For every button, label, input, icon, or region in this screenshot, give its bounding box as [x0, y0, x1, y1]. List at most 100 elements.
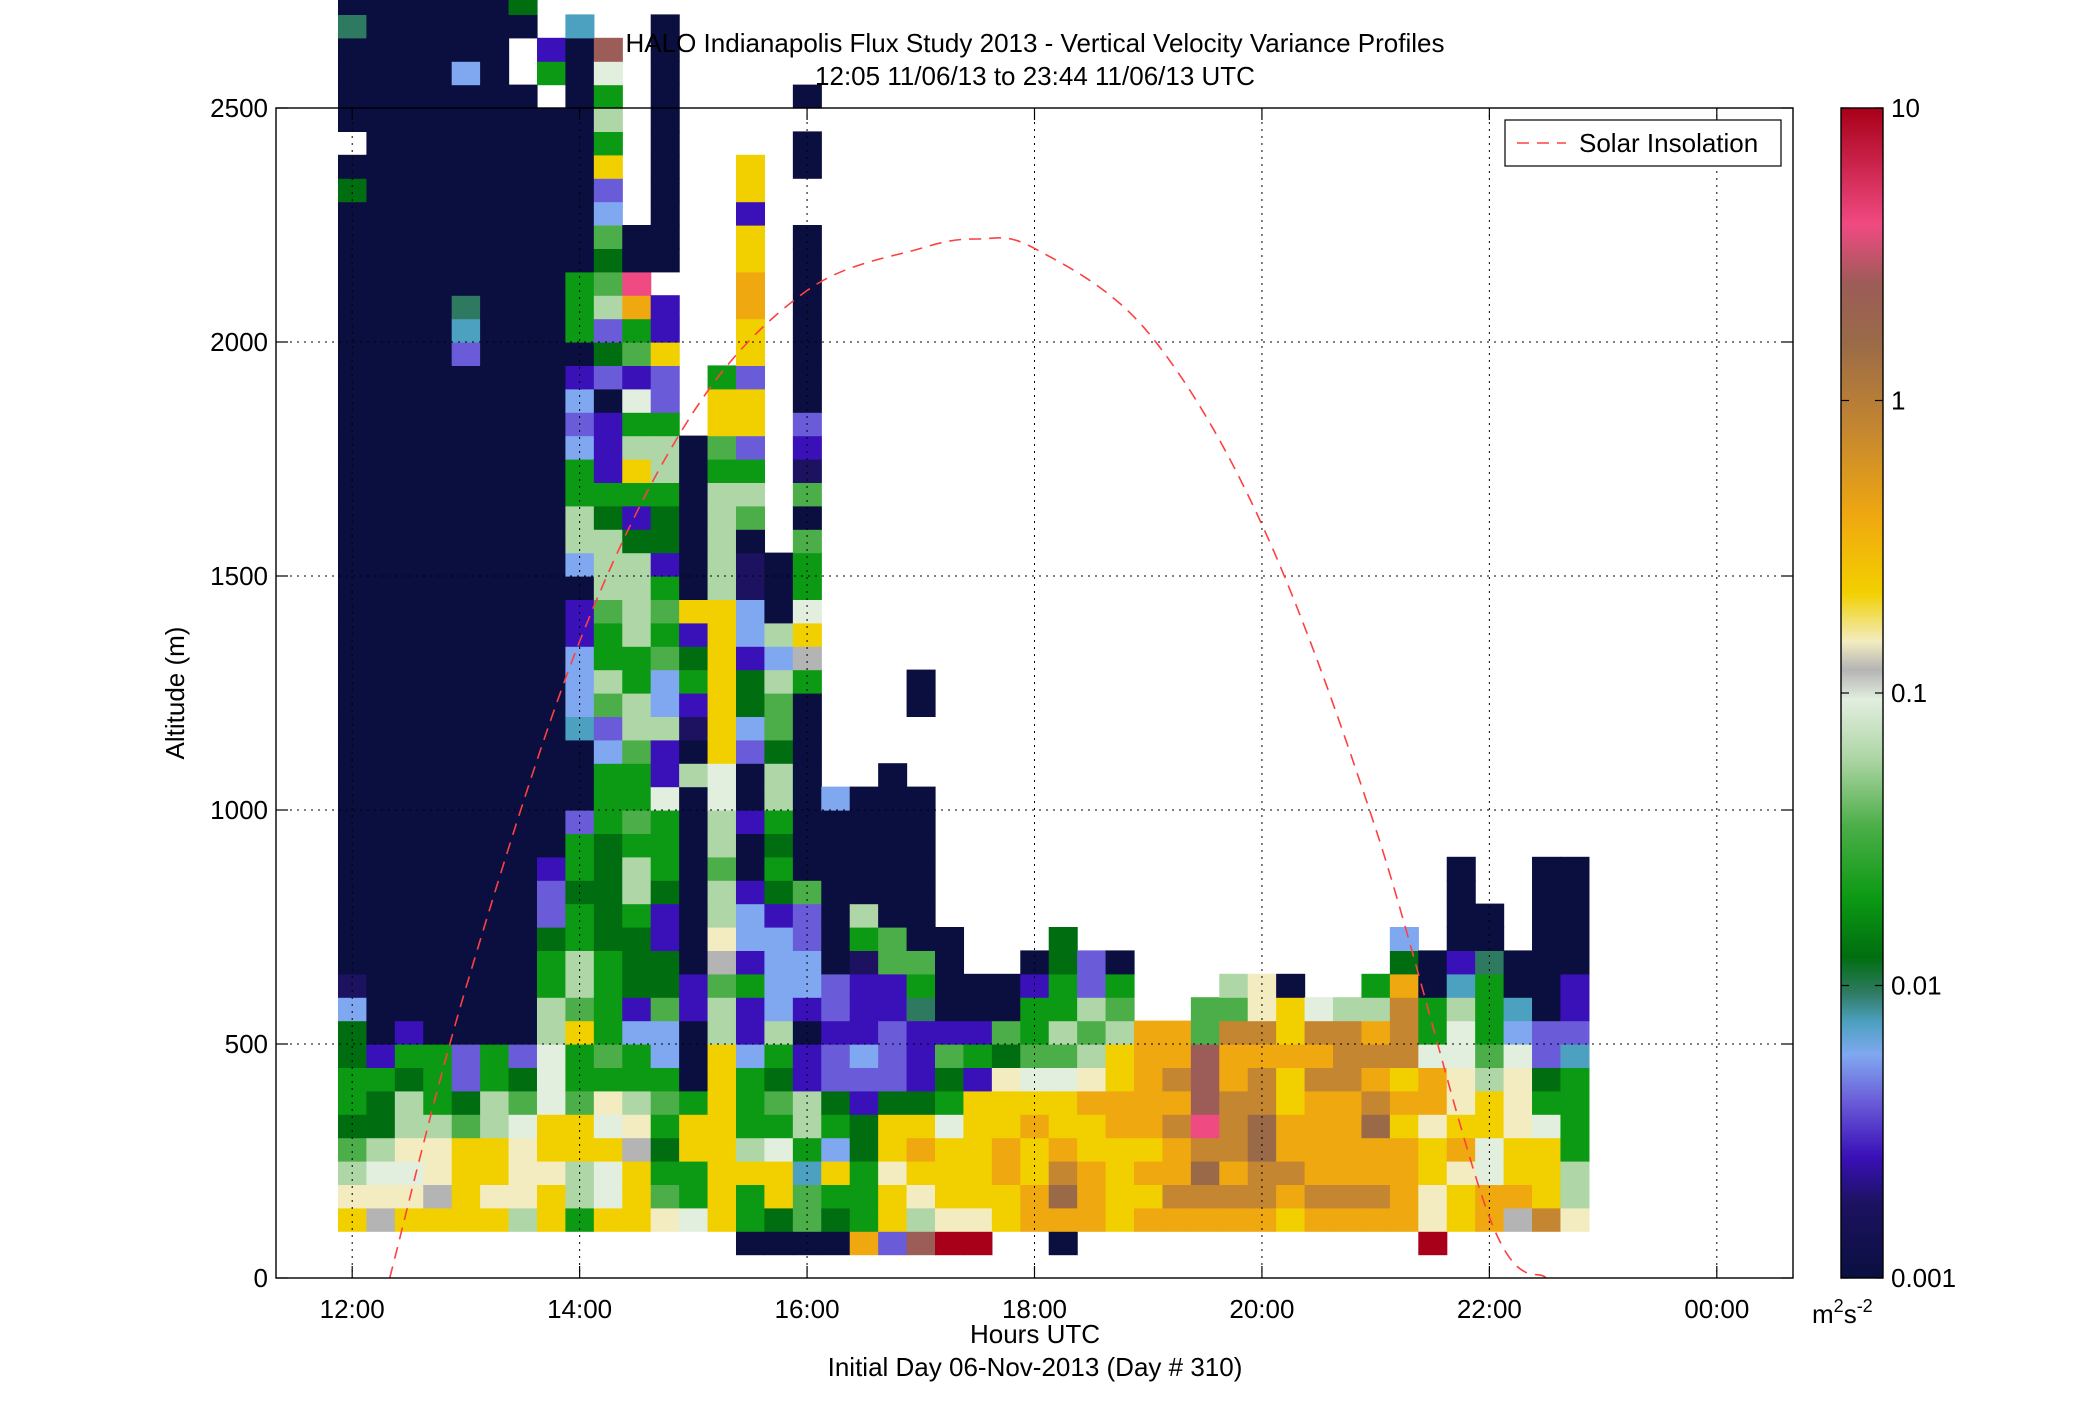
heatmap-cell	[707, 552, 737, 577]
heatmap-cell	[337, 716, 368, 741]
heatmap-cell	[735, 927, 766, 951]
heatmap-cell	[1105, 1067, 1135, 1092]
heatmap-cell	[451, 225, 481, 249]
heatmap-cell	[366, 412, 396, 437]
heatmap-cell	[451, 1044, 481, 1068]
heatmap-cell	[593, 739, 623, 764]
heatmap-cell	[650, 716, 680, 741]
heatmap-cell	[480, 178, 510, 203]
heatmap-cell	[878, 763, 908, 788]
heatmap-cell	[935, 1231, 965, 1256]
heatmap-cell	[394, 1184, 424, 1209]
heatmap-cell	[536, 271, 567, 296]
heatmap-cell	[593, 1067, 623, 1092]
heatmap-cell	[1532, 1044, 1562, 1068]
heatmap-cell	[679, 856, 709, 881]
heatmap-cell	[1418, 997, 1448, 1022]
heatmap-cell	[1162, 1020, 1192, 1045]
heatmap-cell	[792, 1207, 822, 1232]
heatmap-cell	[451, 459, 481, 483]
heatmap-cell	[1276, 997, 1306, 1022]
heatmap-cell	[394, 669, 424, 694]
heatmap-cell	[1361, 1207, 1391, 1232]
heatmap-cell	[394, 529, 424, 554]
heatmap-cell	[593, 1044, 623, 1068]
heatmap-cell	[593, 927, 623, 951]
heatmap-cell	[394, 482, 424, 507]
heatmap-cell	[508, 388, 538, 413]
heatmap-cell	[451, 693, 481, 717]
heatmap-cell	[480, 576, 510, 600]
heatmap-cell	[337, 1067, 368, 1092]
heatmap-cell	[366, 786, 396, 811]
heatmap-cell	[1134, 1090, 1164, 1115]
heatmap-cell	[1105, 973, 1135, 998]
heatmap-cell	[622, 950, 652, 975]
heatmap-cell	[1532, 1161, 1562, 1185]
heatmap-cell	[536, 529, 567, 554]
heatmap-cell	[764, 786, 794, 811]
heatmap-cell	[878, 880, 908, 905]
heatmap-cell	[565, 1207, 595, 1232]
heatmap-cell	[878, 786, 908, 811]
heatmap-cell	[878, 950, 908, 975]
heatmap-cell	[366, 295, 396, 320]
heatmap-cell	[394, 154, 424, 179]
heatmap-cell	[508, 271, 538, 296]
heatmap-cell	[707, 622, 737, 647]
heatmap-cell	[991, 1020, 1021, 1045]
heatmap-cell	[337, 646, 368, 671]
heatmap-cell	[650, 178, 680, 203]
heatmap-cell	[508, 505, 538, 530]
heatmap-cell	[1532, 880, 1562, 905]
heatmap-cell	[878, 1231, 908, 1256]
heatmap-cell	[536, 295, 567, 320]
heatmap-cell	[1077, 1090, 1107, 1115]
heatmap-cell	[1532, 1114, 1562, 1139]
heatmap-cell	[423, 669, 453, 694]
heatmap-cell	[394, 576, 424, 600]
heatmap-cell	[1333, 1090, 1363, 1115]
heatmap-cell	[650, 61, 680, 86]
heatmap-cell	[394, 693, 424, 717]
heatmap-cell	[536, 201, 567, 226]
heatmap-cell	[849, 833, 879, 858]
heatmap-cell	[1361, 1090, 1391, 1115]
heatmap-cell	[536, 950, 567, 975]
heatmap-cell	[565, 1184, 595, 1209]
heatmap-cell	[1503, 973, 1533, 998]
heatmap-cell	[679, 646, 709, 671]
heatmap-cell	[593, 997, 623, 1022]
heatmap-cell	[536, 669, 567, 694]
heatmap-cell	[536, 388, 567, 413]
heatmap-cell	[906, 903, 936, 928]
heatmap-cell	[878, 973, 908, 998]
heatmap-cell	[1503, 1161, 1533, 1185]
heatmap-cell	[451, 552, 481, 577]
heatmap-cell	[963, 1020, 993, 1045]
heatmap-cell	[480, 342, 510, 366]
heatmap-cell	[536, 108, 567, 132]
heatmap-cell	[423, 1184, 453, 1209]
heatmap-cell	[1446, 927, 1476, 951]
heatmap-cell	[1190, 1137, 1220, 1162]
heatmap-cell	[1077, 1184, 1107, 1209]
heatmap-cell	[508, 0, 538, 15]
heatmap-cell	[593, 1184, 623, 1209]
y-tick-label: 1000	[210, 795, 268, 825]
heatmap-cell	[1532, 1137, 1562, 1162]
heatmap-cell	[1077, 1207, 1107, 1232]
heatmap-cell	[366, 1161, 396, 1185]
heatmap-cell	[878, 903, 908, 928]
heatmap-cell	[508, 552, 538, 577]
heatmap-cell	[536, 693, 567, 717]
y-tick-label: 2500	[210, 93, 268, 123]
heatmap-cell	[735, 225, 766, 249]
heatmap-cell	[764, 833, 794, 858]
heatmap-cell	[963, 973, 993, 998]
heatmap-cell	[480, 810, 510, 834]
heatmap-cell	[394, 973, 424, 998]
heatmap-cell	[1276, 1207, 1306, 1232]
heatmap-cell	[963, 1067, 993, 1092]
heatmap-cell	[593, 482, 623, 507]
